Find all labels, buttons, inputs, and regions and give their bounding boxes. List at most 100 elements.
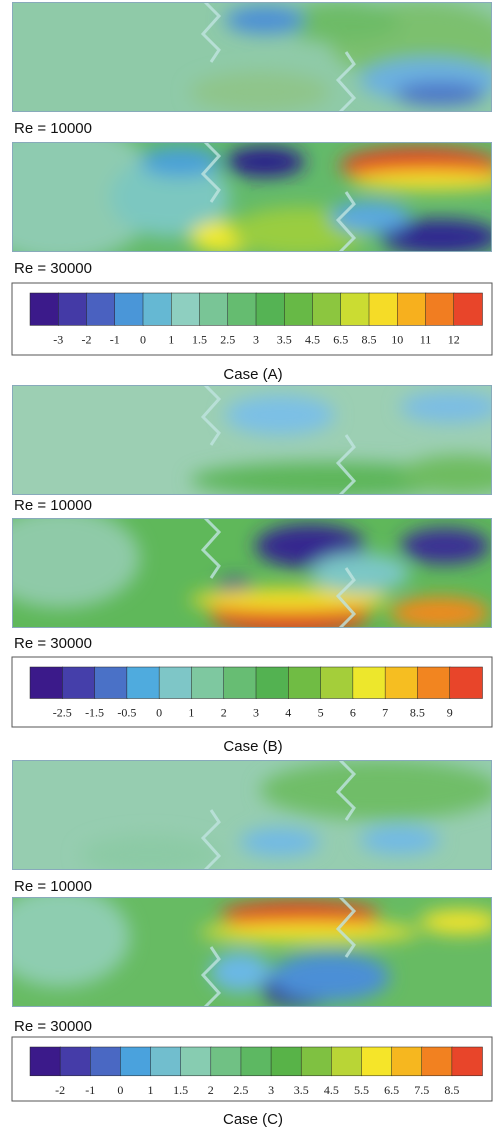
flow-region <box>225 147 305 177</box>
colorbar-segment <box>321 667 354 699</box>
flow-region <box>360 826 440 854</box>
flow-region <box>310 553 410 593</box>
colorbar-tick-label: 4.5 <box>305 332 320 346</box>
colorbar-tick-label: 2.5 <box>233 1083 248 1097</box>
colorbar-tick-label: 1 <box>188 706 194 720</box>
colorbar-segment <box>211 1047 242 1076</box>
flow-region <box>260 760 494 820</box>
colorbar-segment <box>30 1047 61 1076</box>
colorbar-tick-label: 7.5 <box>414 1083 429 1097</box>
colorbar-segment <box>58 293 87 325</box>
colorbar-segment <box>90 1047 121 1076</box>
colorbar-segment <box>288 667 321 699</box>
colorbar-tick-label: -3 <box>53 332 63 346</box>
colorbar-tick-label: -2 <box>82 332 92 346</box>
colorbar-tick-label: 1 <box>148 1083 154 1097</box>
contour-plot <box>12 2 494 112</box>
flow-region <box>225 6 305 34</box>
colorbar-tick-label: 3 <box>253 706 259 720</box>
colorbar-segment <box>256 667 289 699</box>
colorbar-tick-label: 12 <box>448 332 460 346</box>
colorbar-segment <box>60 1047 91 1076</box>
case-caption: Case (C) <box>223 1111 283 1128</box>
colorbar-tick-label: 0 <box>117 1083 123 1097</box>
colorbar-segment <box>422 1047 453 1076</box>
panel-label: Re = 30000 <box>14 635 92 652</box>
colorbar-tick-label: -1.5 <box>85 706 104 720</box>
case-caption: Case (A) <box>223 366 282 383</box>
flow-region <box>200 922 420 942</box>
colorbar-tick-label: 2 <box>208 1083 214 1097</box>
colorbar-tick-label: 3.5 <box>277 332 292 346</box>
colorbar-tick-label: -2.5 <box>53 706 72 720</box>
colorbar-tick-label: 5.5 <box>354 1083 369 1097</box>
flow-region <box>270 952 390 1002</box>
colorbar-tick-label: 3 <box>253 332 259 346</box>
colorbar-segment <box>417 667 450 699</box>
colorbar-segment <box>115 293 144 325</box>
colorbar-tick-label: -1 <box>110 332 120 346</box>
colorbar-tick-label: 7 <box>382 706 388 720</box>
panel-label: Re = 10000 <box>14 120 92 137</box>
colorbar-segment <box>191 667 224 699</box>
case-caption: Case (B) <box>223 738 282 755</box>
flow-region <box>140 147 220 177</box>
colorbar-tick-label: 4.5 <box>324 1083 339 1097</box>
colorbar-segment <box>385 667 418 699</box>
colorbar-segment <box>143 293 172 325</box>
panel-label: Re = 30000 <box>14 1018 92 1035</box>
colorbar-tick-label: 11 <box>420 332 432 346</box>
colorbar-tick-label: 4 <box>285 706 291 720</box>
colorbar-tick-label: 3.5 <box>294 1083 309 1097</box>
colorbar-segment <box>200 293 229 325</box>
colorbar-segment <box>241 1047 272 1076</box>
flow-region <box>390 597 490 629</box>
colorbar-segment <box>224 667 257 699</box>
panel-label: Re = 30000 <box>14 260 92 277</box>
colorbar-segment <box>127 667 160 699</box>
colorbar-segment <box>62 667 95 699</box>
colorbar-segment <box>361 1047 392 1076</box>
colorbar-segment <box>392 1047 423 1076</box>
colorbar-segment <box>95 667 128 699</box>
colorbar-tick-label: 6.5 <box>384 1083 399 1097</box>
colorbar-segment <box>353 667 386 699</box>
contour-plot <box>0 887 494 1007</box>
colorbar-segment <box>120 1047 151 1076</box>
colorbar-segment <box>87 293 116 325</box>
colorbar-segment <box>256 293 285 325</box>
colorbar-segment <box>426 293 455 325</box>
colorbar-tick-label: 8.5 <box>410 706 425 720</box>
colorbar-segment <box>30 667 63 699</box>
colorbar-segment <box>228 293 257 325</box>
colorbar-segment <box>181 1047 212 1076</box>
colorbar-tick-label: 1.5 <box>173 1083 188 1097</box>
colorbar-tick-label: 8.5 <box>362 332 377 346</box>
colorbar-segment <box>313 293 342 325</box>
colorbar-segment <box>454 293 483 325</box>
colorbar-tick-label: 6.5 <box>333 332 348 346</box>
colorbar-tick-label: 5 <box>318 706 324 720</box>
colorbar-tick-label: 6 <box>350 706 356 720</box>
colorbar-segment <box>301 1047 332 1076</box>
colorbar-segment <box>369 293 398 325</box>
colorbar-segment <box>284 293 313 325</box>
colorbar-tick-label: 2 <box>221 706 227 720</box>
colorbar-segment <box>30 293 59 325</box>
colorbar-tick-label: 3 <box>268 1083 274 1097</box>
colorbar-tick-label: -1 <box>85 1083 95 1097</box>
figure: Re = 10000 Re = 30000 -3 -2 -1 0 1 1.5 2.5 3 3.5 4.… <box>0 0 494 1142</box>
colorbar-segment <box>341 293 370 325</box>
colorbar-tick-label: 9 <box>447 706 453 720</box>
colorbar-tick-label: 8.5 <box>444 1083 459 1097</box>
panel-label: Re = 10000 <box>14 878 92 895</box>
colorbar-segment <box>159 667 192 699</box>
colorbar-segment <box>331 1047 362 1076</box>
contour-plot <box>0 508 492 635</box>
colorbar-segment <box>151 1047 182 1076</box>
panel-label: Re = 10000 <box>14 497 92 514</box>
flow-region <box>190 72 330 112</box>
colorbar-segment <box>271 1047 302 1076</box>
flow-region <box>395 82 485 106</box>
flow-region <box>225 395 335 435</box>
